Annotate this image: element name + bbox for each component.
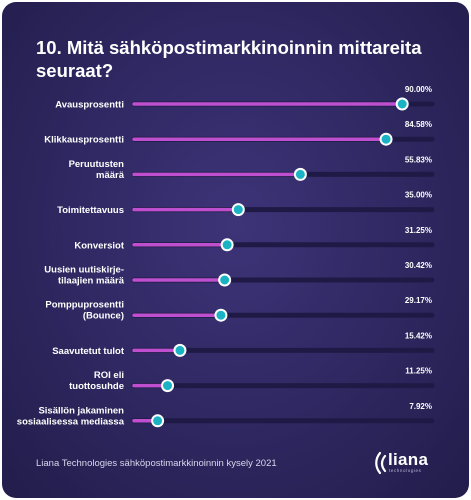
category-label: sosiaalisessa mediassa	[17, 416, 125, 427]
category-label: määrä	[96, 170, 125, 181]
value-label: 29.17%	[405, 296, 432, 305]
source-caption: Liana Technologies sähköpostimarkkinoinn…	[36, 458, 277, 469]
bar-marker	[161, 379, 175, 393]
value-label: 84.58%	[405, 120, 432, 129]
bar-marker	[379, 132, 393, 146]
value-label: 55.83%	[405, 155, 432, 164]
category-label: Saavutetut tulot	[52, 346, 125, 357]
category-label: tilaajien määrä	[58, 276, 125, 287]
value-label: 31.25%	[405, 226, 432, 235]
liana-logo-icon	[375, 451, 387, 475]
value-label: 11.25%	[405, 367, 432, 376]
value-label: 35.00%	[405, 191, 432, 200]
category-label: Klikkausprosentti	[44, 135, 124, 146]
category-label: Konversiot	[74, 240, 124, 251]
category-label: Pomppuprosentti	[45, 300, 124, 311]
chart-title: 10. Mitä sähköpostimarkkinoinnin mittare…	[36, 37, 422, 81]
value-label: 15.42%	[405, 331, 432, 340]
category-label: Uusien uutiskirje-	[44, 265, 124, 276]
bar-marker	[214, 308, 228, 322]
category-label: Toimitettavuus	[57, 205, 124, 216]
bar-marker	[151, 414, 165, 428]
category-label: Peruutusten	[69, 159, 125, 170]
category-label: Sisällön jakaminen	[38, 405, 124, 416]
category-label: ROI eli	[94, 370, 124, 381]
bar-marker	[395, 97, 409, 111]
category-label: tuottosuhde	[69, 381, 124, 392]
logo-wordmark: liana	[388, 450, 429, 469]
value-label: 90.00%	[405, 85, 432, 94]
logo-subtitle: technologies	[389, 468, 422, 473]
category-label: Avausprosentti	[55, 100, 124, 111]
value-label: 30.42%	[405, 261, 432, 270]
bar-marker	[173, 343, 187, 357]
bar-marker	[293, 167, 307, 181]
bar-marker	[220, 238, 234, 252]
liana-logo: liana technologies	[374, 450, 444, 477]
category-label: (Bounce)	[83, 311, 124, 322]
value-label: 7.92%	[409, 402, 432, 411]
bar-marker	[218, 273, 232, 287]
bar-marker	[231, 203, 245, 217]
